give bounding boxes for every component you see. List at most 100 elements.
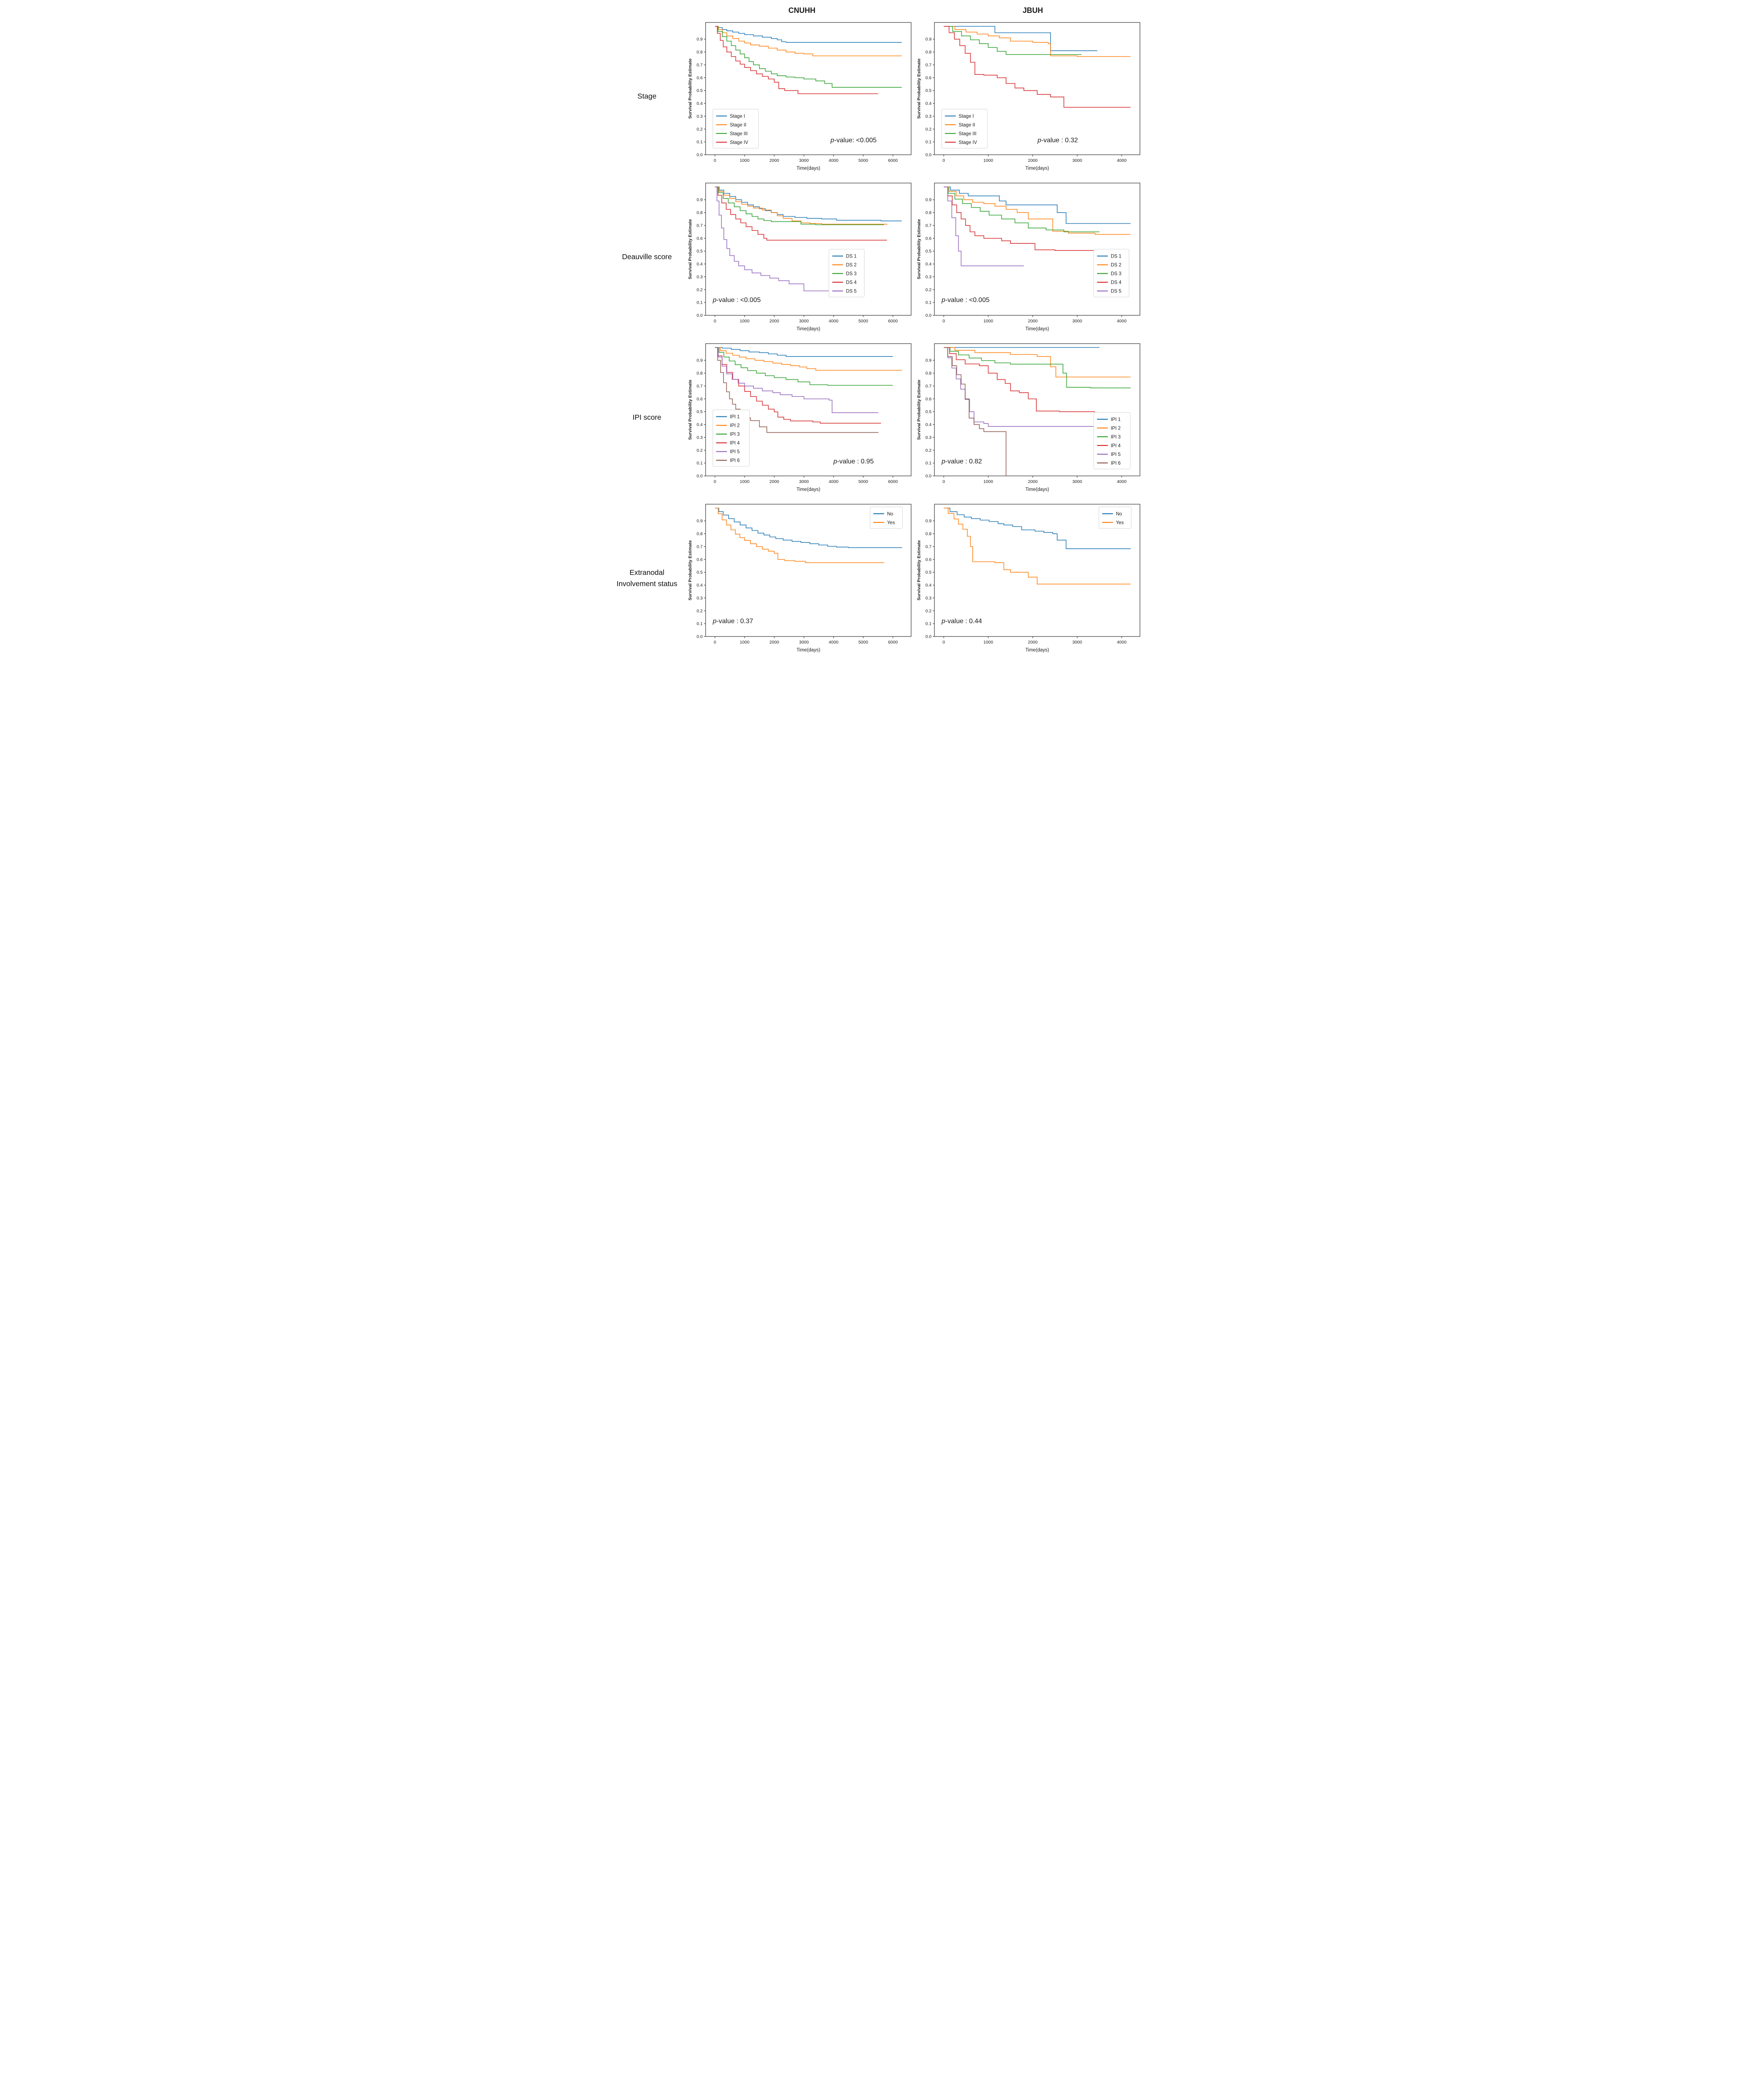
legend-box [712, 109, 759, 149]
axes-frame [705, 504, 912, 637]
row-ipi: IPI score 0.0 0.1 0.2 0.3 0.4 0.5 0.6 0.7 0.8 0.9… [607, 340, 1157, 495]
y-tick-label: 0.9 [925, 358, 932, 363]
y-tick-label: 0.2 [925, 287, 932, 292]
x-axis: 0 1000 2000 3000 4000 [943, 315, 1127, 324]
legend-box [870, 506, 903, 529]
km-plot-extranodal-jbuh: 0.0 0.1 0.2 0.3 0.4 0.5 0.6 0.7 0.8 0.9 0 1000 2000 3… [917, 504, 1140, 653]
x-tick-label: 4000 [1117, 479, 1127, 484]
y-tick-label: 0.4 [925, 583, 932, 588]
series-stage-iii [715, 26, 902, 88]
series-stage-iii [944, 26, 1082, 55]
y-axis: 0.0 0.1 0.2 0.3 0.4 0.5 0.6 0.7 0.8 0.9 [696, 198, 706, 318]
x-tick-label: 0 [943, 319, 945, 324]
y-tick-label: 0.5 [925, 570, 932, 575]
series-stage-ii [944, 26, 1131, 57]
x-tick-label: 1000 [740, 479, 750, 484]
row-label-ipi: IPI score [632, 413, 662, 422]
series-ipi-6 [944, 347, 1007, 476]
p-value-label: p-value : 0.37 [712, 618, 753, 625]
legend-box [1093, 412, 1131, 469]
legend-label: DS 5 [846, 289, 857, 294]
x-tick-label: 1000 [740, 158, 750, 163]
y-tick-label: 0.1 [696, 300, 703, 305]
y-tick-label: 0.0 [925, 153, 932, 158]
x-tick-label: 1000 [740, 640, 750, 645]
x-tick-label: 3000 [799, 158, 809, 163]
y-tick-label: 0.8 [696, 210, 703, 215]
y-tick-label: 0.7 [925, 223, 932, 228]
y-tick-label: 0.9 [696, 37, 703, 42]
y-tick-label: 0.4 [925, 262, 932, 267]
y-tick-label: 0.3 [925, 435, 932, 440]
series-group [944, 26, 1131, 108]
y-axis-label: Survival Probability Estimate [688, 540, 693, 600]
legend-box [1098, 506, 1132, 529]
y-tick-label: 0.1 [925, 140, 932, 145]
y-tick-label: 0.2 [696, 609, 703, 614]
y-axis: 0.0 0.1 0.2 0.3 0.4 0.5 0.6 0.7 0.8 0.9 [696, 358, 706, 479]
x-tick-label: 0 [714, 640, 716, 645]
legend: IPI 1 IPI 2 IPI 3 IPI 4 IPI 5 IPI 6 [1093, 412, 1131, 469]
y-tick-label: 0.6 [925, 396, 932, 401]
series-ipi-5 [715, 347, 879, 413]
y-axis-label: Survival Probability Estimate [688, 58, 693, 119]
legend-label: IPI 1 [730, 415, 740, 420]
axes-frame [934, 22, 1140, 155]
y-tick-label: 0.2 [696, 287, 703, 292]
y-tick-label: 0.8 [696, 371, 703, 376]
x-tick-label: 0 [714, 158, 716, 163]
legend: IPI 1 IPI 2 IPI 3 IPI 4 IPI 5 IPI 6 [712, 409, 750, 467]
p-value-label: p-value : 0.82 [941, 458, 982, 465]
x-tick-label: 3000 [799, 640, 809, 645]
series-group [715, 26, 902, 94]
series-group [715, 508, 902, 563]
y-tick-label: 0.6 [925, 236, 932, 241]
y-tick-label: 0.5 [696, 249, 703, 254]
x-tick-label: 4000 [829, 479, 839, 484]
x-axis: 0 1000 2000 3000 4000 [943, 636, 1127, 645]
x-tick-label: 2000 [1028, 640, 1038, 645]
series-ipi-6 [715, 347, 879, 433]
y-tick-label: 0.5 [925, 409, 932, 414]
x-tick-label: 1000 [984, 158, 993, 163]
x-axis: 0 1000 2000 3000 4000 5000 6000 [714, 315, 898, 324]
x-axis-label: Time(days) [796, 166, 820, 171]
x-axis: 0 1000 2000 3000 4000 5000 6000 [714, 636, 898, 645]
y-tick-label: 0.8 [696, 532, 703, 537]
legend-label: Stage I [959, 114, 974, 119]
y-tick-label: 0.7 [696, 223, 703, 228]
x-tick-label: 4000 [1117, 158, 1127, 163]
axes-frame [705, 183, 912, 316]
y-tick-label: 0.0 [925, 634, 932, 639]
y-tick-label: 0.8 [925, 371, 932, 376]
x-tick-label: 5000 [858, 158, 868, 163]
y-tick-label: 0.7 [696, 62, 703, 67]
km-plot-stage-cnuhh: 0.0 0.1 0.2 0.3 0.4 0.5 0.6 0.7 0.8 0.9 0 1000 2000 3… [688, 22, 912, 171]
y-tick-label: 0.9 [925, 37, 932, 42]
x-tick-label: 4000 [1117, 319, 1127, 324]
legend-label: Yes [887, 520, 895, 525]
y-tick-label: 0.2 [925, 448, 932, 453]
p-value-label: p-value : 0.32 [1037, 137, 1078, 144]
legend-label: IPI 6 [1111, 461, 1121, 466]
y-tick-label: 0.4 [696, 583, 703, 588]
y-tick-label: 0.0 [696, 474, 703, 479]
series-yes [944, 508, 1131, 584]
x-tick-label: 4000 [1117, 640, 1127, 645]
series-group [715, 186, 902, 292]
series-ds-4 [944, 186, 1104, 251]
legend-label: IPI 3 [1111, 435, 1121, 440]
y-tick-label: 0.2 [696, 127, 703, 132]
legend-label: DS 3 [1111, 272, 1122, 277]
y-tick-label: 0.4 [925, 101, 932, 106]
legend-label: Stage III [730, 131, 748, 136]
legend-label: IPI 5 [730, 450, 740, 455]
column-titles: CNUHH JBUH [607, 2, 1157, 19]
x-tick-label: 5000 [858, 640, 868, 645]
series-ipi-1 [715, 347, 893, 357]
series-group [715, 347, 902, 433]
y-tick-label: 0.8 [925, 532, 932, 537]
y-tick-label: 0.5 [696, 409, 703, 414]
legend-label: IPI 6 [730, 458, 740, 463]
x-tick-label: 5000 [858, 319, 868, 324]
